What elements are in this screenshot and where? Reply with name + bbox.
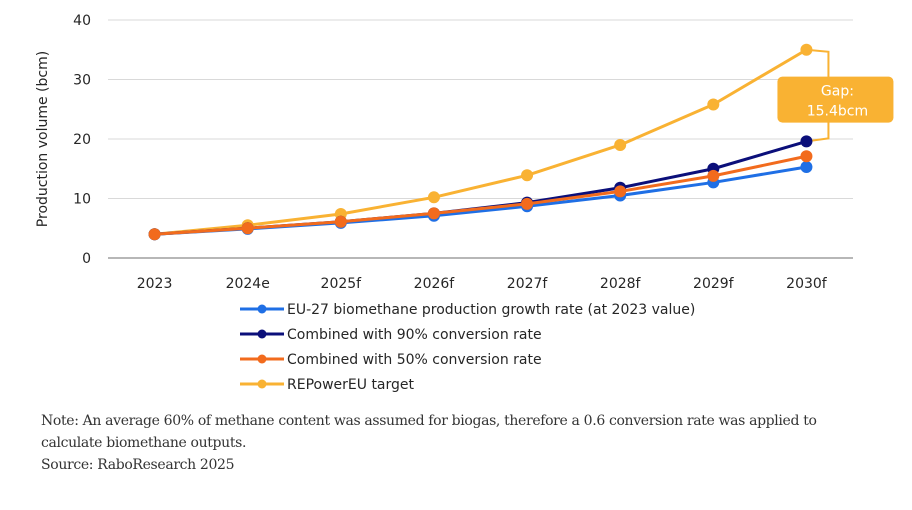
x-tick-label: 2030f <box>786 276 828 292</box>
legend: EU-27 biomethane production growth rate … <box>240 302 695 393</box>
data-point <box>427 191 440 204</box>
gap-label-value: 15.4bcm <box>807 104 868 120</box>
data-point <box>521 169 534 182</box>
data-point <box>614 138 627 151</box>
series-2 <box>148 150 813 241</box>
legend-marker <box>257 379 267 389</box>
gap-label-title: Gap: <box>821 84 854 100</box>
source-text: Source: RaboResearch 2025 <box>41 457 235 473</box>
legend-label: REPowerEU target <box>287 377 415 393</box>
legend-label: Combined with 90% conversion rate <box>287 327 542 343</box>
legend-item: Combined with 90% conversion rate <box>240 327 542 343</box>
legend-item: EU-27 biomethane production growth rate … <box>240 302 695 318</box>
x-tick-label: 2027f <box>507 276 549 292</box>
x-tick-label: 2028f <box>600 276 642 292</box>
x-tick-label: 2023 <box>137 276 173 292</box>
note-line-1: Note: An average 60% of methane content … <box>41 413 817 429</box>
data-point <box>707 169 720 182</box>
gridlines <box>108 19 853 259</box>
y-axis-label: Production volume (bcm) <box>35 51 51 227</box>
legend-label: EU-27 biomethane production growth rate … <box>287 302 695 318</box>
data-point <box>334 215 347 228</box>
y-axis-ticks: 0 10 20 30 40 <box>73 13 91 267</box>
gap-label-box <box>777 76 894 123</box>
y-tick-label: 40 <box>73 13 91 29</box>
legend-item: Combined with 50% conversion rate <box>240 352 542 368</box>
series-lines <box>148 43 813 241</box>
data-point <box>614 185 627 198</box>
legend-item: REPowerEU target <box>240 377 415 393</box>
series-line <box>154 48 808 236</box>
data-point <box>800 135 813 148</box>
data-point <box>800 43 813 56</box>
x-axis-ticks: 2023 2024e 2025f 2026f 2027f 2028f 2029f 2030f <box>137 276 828 292</box>
legend-marker <box>257 304 267 314</box>
x-tick-label: 2026f <box>414 276 456 292</box>
data-point <box>521 197 534 210</box>
note-line-2: calculate biomethane outputs. <box>41 435 247 451</box>
gap-annotation: Gap: 15.4bcm <box>777 48 894 143</box>
y-tick-label: 20 <box>73 132 91 148</box>
y-tick-label: 30 <box>73 73 91 89</box>
legend-marker <box>257 329 267 339</box>
x-tick-label: 2029f <box>693 276 735 292</box>
x-tick-label: 2025f <box>321 276 363 292</box>
y-tick-label: 0 <box>82 251 91 267</box>
data-point <box>800 160 813 173</box>
legend-marker <box>257 354 267 364</box>
series-line <box>154 154 807 236</box>
y-tick-label: 10 <box>73 192 91 208</box>
legend-label: Combined with 50% conversion rate <box>287 352 542 368</box>
data-point <box>148 228 161 241</box>
x-tick-label: 2024e <box>226 276 270 292</box>
data-point <box>800 150 813 163</box>
chart-footer: Note: An average 60% of methane content … <box>41 410 911 476</box>
data-point <box>427 207 440 220</box>
data-point <box>241 222 254 235</box>
data-point <box>707 98 720 111</box>
